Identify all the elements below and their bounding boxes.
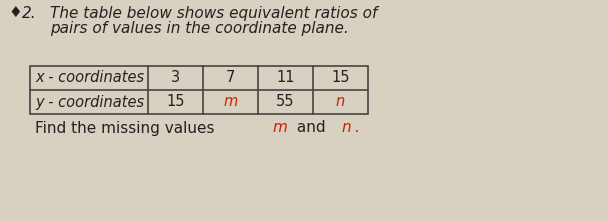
Text: x - coordinates: x - coordinates [35,70,144,86]
Text: pairs of values in the coordinate plane.: pairs of values in the coordinate plane. [50,21,349,36]
Text: 15: 15 [331,70,350,86]
Text: 2.: 2. [22,6,36,21]
Text: 3: 3 [171,70,180,86]
Text: y - coordinates: y - coordinates [35,95,144,109]
Text: .: . [354,120,359,135]
Text: m: m [223,95,238,109]
Text: 11: 11 [276,70,295,86]
Text: 15: 15 [166,95,185,109]
Text: 55: 55 [276,95,295,109]
Text: Find the missing values: Find the missing values [35,120,219,135]
Text: and: and [292,120,331,135]
Text: n: n [342,120,351,135]
Text: m: m [273,120,288,135]
Text: n: n [336,95,345,109]
Text: ♦: ♦ [8,6,22,20]
Text: The table below shows equivalent ratios of: The table below shows equivalent ratios … [50,6,378,21]
Bar [30,66,368,114]
Text: 7: 7 [226,70,235,86]
